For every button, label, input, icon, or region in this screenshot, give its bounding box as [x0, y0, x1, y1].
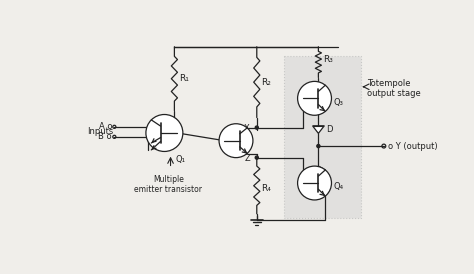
Circle shape [255, 126, 258, 129]
Text: R₄: R₄ [261, 184, 271, 193]
Text: Totempole
output stage: Totempole output stage [367, 79, 420, 98]
Circle shape [146, 115, 183, 152]
Text: o Y (output): o Y (output) [388, 142, 438, 151]
Circle shape [298, 81, 331, 115]
Text: D: D [326, 125, 333, 135]
Text: R₂: R₂ [261, 78, 271, 87]
Text: Q₃: Q₃ [333, 98, 343, 107]
Text: X: X [243, 124, 249, 133]
Circle shape [317, 144, 320, 148]
Polygon shape [313, 126, 324, 133]
Text: R₃: R₃ [323, 55, 333, 64]
Text: Q₁: Q₁ [175, 155, 185, 164]
Circle shape [219, 124, 253, 158]
Text: Q₄: Q₄ [333, 182, 343, 191]
Circle shape [255, 156, 258, 159]
Circle shape [298, 166, 331, 200]
Text: A o: A o [99, 122, 112, 131]
Text: B o: B o [99, 132, 112, 141]
Text: Multiple
emitter transistor: Multiple emitter transistor [134, 175, 202, 194]
Text: Z: Z [245, 154, 251, 163]
Text: Inputs: Inputs [87, 127, 114, 136]
Bar [284, 56, 361, 218]
Text: R₁: R₁ [179, 74, 189, 83]
